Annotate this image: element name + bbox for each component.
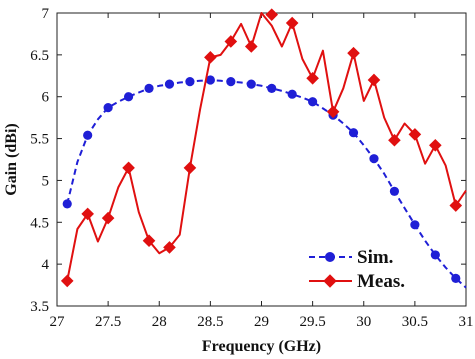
data-point-marker bbox=[226, 77, 236, 87]
y-axis-label: Gain (dBi) bbox=[3, 123, 20, 195]
data-point-marker bbox=[122, 161, 135, 175]
series-layer bbox=[60, 8, 467, 289]
x-tick-label: 28.5 bbox=[197, 314, 223, 330]
data-point-marker bbox=[287, 89, 297, 99]
data-point-marker bbox=[449, 199, 463, 212]
data-point-marker bbox=[306, 71, 319, 85]
data-point-marker bbox=[101, 211, 115, 225]
data-point-marker bbox=[204, 51, 217, 64]
series-line bbox=[66, 79, 467, 289]
data-point-marker bbox=[265, 8, 279, 21]
x-tick-label: 27.5 bbox=[95, 314, 121, 330]
legend-background bbox=[300, 241, 400, 291]
data-point-marker bbox=[389, 186, 400, 196]
data-point-marker bbox=[62, 199, 72, 209]
data-point-marker bbox=[430, 250, 440, 260]
y-tick-label: 3.5 bbox=[30, 299, 49, 315]
data-point-marker bbox=[347, 46, 360, 60]
data-point-marker bbox=[285, 16, 299, 30]
series-meas bbox=[60, 8, 467, 288]
y-axis-ticks: 3.5 4 4.5 5 5.5 6 6.5 7 bbox=[30, 6, 466, 315]
data-point-marker bbox=[244, 40, 258, 53]
data-point-marker bbox=[164, 79, 175, 89]
x-axis-ticks: 27 27.5 28 28.5 29 29.5 30 30.5 31 bbox=[50, 13, 474, 330]
legend-marker bbox=[323, 274, 337, 288]
y-tick-label: 5.5 bbox=[30, 132, 49, 148]
legend-label-sim: Sim. bbox=[357, 247, 393, 268]
x-tick-label: 29.5 bbox=[300, 314, 326, 330]
data-point-marker bbox=[326, 105, 340, 119]
series-line bbox=[66, 12, 467, 282]
data-point-marker bbox=[163, 241, 176, 254]
x-tick-label: 30 bbox=[356, 314, 371, 330]
y-tick-label: 7 bbox=[42, 6, 50, 22]
legend: Sim. Meas. bbox=[300, 241, 405, 292]
data-point-marker bbox=[308, 97, 318, 107]
data-point-marker bbox=[246, 79, 256, 89]
x-tick-label: 28 bbox=[152, 314, 167, 330]
legend-label-meas: Meas. bbox=[357, 271, 405, 292]
legend-item-meas: Meas. bbox=[309, 271, 405, 292]
plot-border bbox=[56, 12, 467, 307]
data-point-marker bbox=[451, 273, 461, 283]
x-tick-label: 30.5 bbox=[402, 314, 428, 330]
x-tick-label: 27 bbox=[50, 314, 66, 330]
y-tick-label: 5 bbox=[42, 173, 50, 189]
x-tick-label: 31 bbox=[459, 314, 474, 330]
data-point-marker bbox=[388, 133, 401, 147]
legend-item-sim: Sim. bbox=[309, 247, 393, 268]
data-point-marker bbox=[103, 102, 113, 113]
y-tick-label: 4.5 bbox=[30, 215, 49, 231]
data-point-marker bbox=[410, 220, 420, 230]
x-tick-label: 29 bbox=[254, 314, 269, 330]
data-point-marker bbox=[429, 138, 442, 152]
data-point-marker bbox=[123, 92, 134, 102]
data-point-marker bbox=[142, 234, 156, 248]
data-point-marker bbox=[205, 75, 215, 85]
data-point-marker bbox=[224, 35, 238, 48]
data-point-marker bbox=[348, 128, 359, 138]
legend-marker bbox=[325, 252, 335, 262]
series-sim bbox=[62, 75, 467, 289]
data-point-marker bbox=[60, 274, 74, 288]
y-tick-label: 6 bbox=[42, 90, 50, 106]
data-point-marker bbox=[183, 161, 197, 175]
plot-frame bbox=[56, 12, 467, 307]
x-axis-label: Frequency (GHz) bbox=[202, 338, 321, 355]
data-point-marker bbox=[81, 207, 94, 221]
data-point-marker bbox=[367, 73, 381, 87]
data-point-marker bbox=[83, 130, 93, 140]
data-point-marker bbox=[369, 154, 379, 164]
data-point-marker bbox=[267, 83, 277, 93]
y-tick-label: 6.5 bbox=[30, 48, 49, 64]
data-point-marker bbox=[185, 77, 195, 87]
y-tick-label: 4 bbox=[42, 257, 50, 273]
data-point-marker bbox=[144, 83, 154, 93]
data-point-marker bbox=[408, 128, 422, 141]
